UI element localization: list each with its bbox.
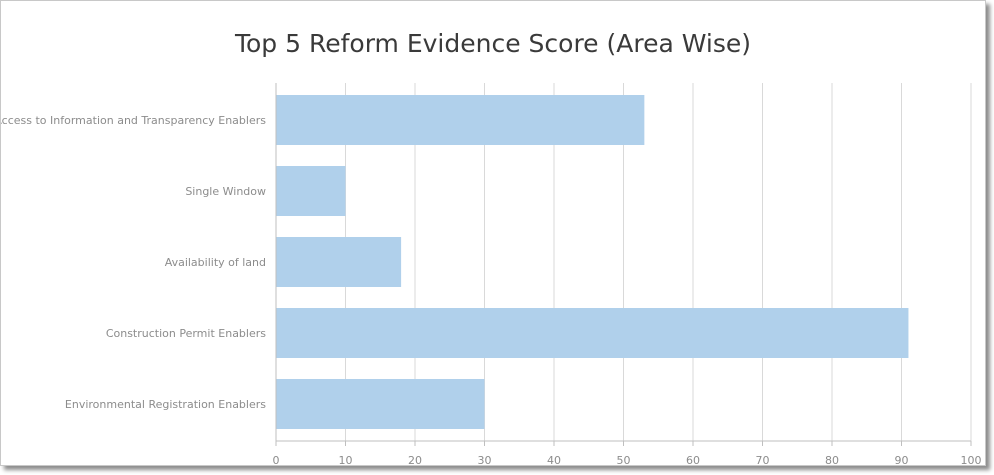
x-tick-label: 60	[686, 454, 700, 465]
x-tick-label: 90	[895, 454, 909, 465]
category-label: Availability of land	[165, 256, 266, 269]
bar	[276, 379, 485, 429]
x-tick-label: 0	[273, 454, 280, 465]
x-tick-label: 40	[547, 454, 561, 465]
category-label: Environmental Registration Enablers	[65, 398, 266, 411]
bar-chart: 0 10 20 30 40 50 60 70 80 90 100 Access to Informa…	[1, 83, 982, 465]
x-tick-label: 80	[825, 454, 839, 465]
chart-title: Top 5 Reform Evidence Score (Area Wise)	[234, 29, 752, 58]
x-tick-label: 100	[961, 454, 982, 465]
category-label: Single Window	[185, 185, 266, 198]
bar	[276, 237, 402, 287]
category-label: Access to Information and Transparency E…	[1, 114, 266, 127]
chart-frame: Top 5 Reform Evidence Score (Area Wise) …	[0, 0, 986, 466]
category-labels: Access to Information and Transparency E…	[1, 114, 266, 411]
bars	[276, 95, 909, 429]
x-tick-label: 30	[478, 454, 492, 465]
x-tick-label: 70	[756, 454, 770, 465]
x-tick-label: 50	[617, 454, 631, 465]
x-tick-label: 10	[339, 454, 353, 465]
bar	[276, 166, 346, 216]
category-label: Construction Permit Enablers	[106, 327, 266, 340]
bar	[276, 308, 909, 358]
x-tick-label: 20	[408, 454, 422, 465]
x-axis: 0 10 20 30 40 50 60 70 80 90 100	[273, 440, 982, 465]
bar	[276, 95, 645, 145]
